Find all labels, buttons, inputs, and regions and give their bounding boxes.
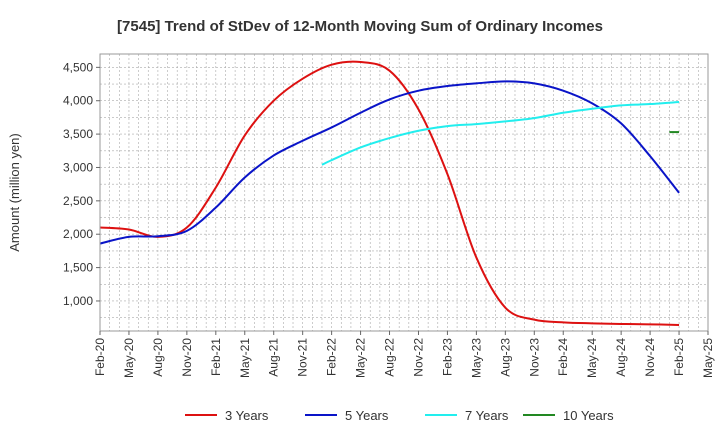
y-tick-label: 1,500 (63, 261, 93, 275)
x-tick-label: May-20 (122, 338, 136, 378)
y-axis-label: Amount (million yen) (7, 133, 22, 252)
series-line-3-years (99, 60, 680, 326)
x-tick-label: Nov-21 (296, 338, 310, 377)
y-tick-label: 4,500 (63, 60, 93, 74)
x-tick-label: May-21 (238, 338, 252, 378)
x-tick-label: Feb-22 (325, 338, 339, 376)
x-tick-label: Nov-20 (180, 338, 194, 377)
legend-item-3-years: 3 Years (185, 408, 269, 423)
legend: 3 Years 5 Years 7 Years 10 Years (185, 408, 614, 423)
x-tick-label: May-25 (701, 338, 715, 378)
x-tick-label: Feb-23 (440, 338, 454, 376)
x-tick-label: Feb-25 (672, 338, 686, 376)
y-tick-label: 2,500 (63, 194, 93, 208)
y-tick-label: 3,500 (63, 127, 93, 141)
x-tick-label: May-24 (585, 338, 599, 378)
x-tick-label: May-23 (469, 338, 483, 378)
y-tick-label: 4,000 (63, 94, 93, 108)
x-tick-label: Feb-21 (209, 338, 223, 376)
legend-item-7-years: 7 Years (425, 408, 509, 423)
legend-label: 10 Years (563, 408, 614, 423)
plot-background (100, 54, 708, 331)
series-layer (99, 60, 680, 326)
x-tick-label: Aug-24 (614, 338, 628, 377)
x-tick-label: Nov-22 (411, 338, 425, 377)
x-tick-label: Aug-20 (151, 338, 165, 377)
y-axis: 1,000 1,500 2,000 2,500 3,000 3,500 4,000 4,500 (63, 60, 100, 308)
series-line-5-years (99, 80, 680, 245)
x-tick-label: Feb-20 (93, 338, 107, 376)
x-tick-label: Nov-24 (643, 338, 657, 377)
x-tick-label: Aug-21 (267, 338, 281, 377)
x-tick-label: Aug-23 (498, 338, 512, 377)
y-tick-label: 3,000 (63, 160, 93, 174)
plot-frame (99, 53, 709, 332)
x-tick-label: Aug-22 (383, 338, 397, 377)
plot-area (99, 53, 709, 332)
legend-item-10-years: 10 Years (523, 408, 614, 423)
grid (99, 54, 709, 331)
y-tick-label: 2,000 (63, 227, 93, 241)
legend-label: 5 Years (345, 408, 389, 423)
legend-label: 7 Years (465, 408, 509, 423)
x-tick-label: May-22 (354, 338, 368, 378)
x-axis: Feb-20 May-20 Aug-20 Nov-20 Feb-21 May-21 Aug-… (93, 331, 715, 378)
x-tick-label: Nov-23 (527, 338, 541, 377)
chart-title: [7545] Trend of StDev of 12-Month Moving… (117, 18, 603, 35)
legend-label: 3 Years (225, 408, 269, 423)
x-tick-label: Feb-24 (556, 338, 570, 376)
series-line-7-years (321, 101, 680, 166)
y-tick-label: 1,000 (63, 294, 93, 308)
legend-item-5-years: 5 Years (305, 408, 389, 423)
